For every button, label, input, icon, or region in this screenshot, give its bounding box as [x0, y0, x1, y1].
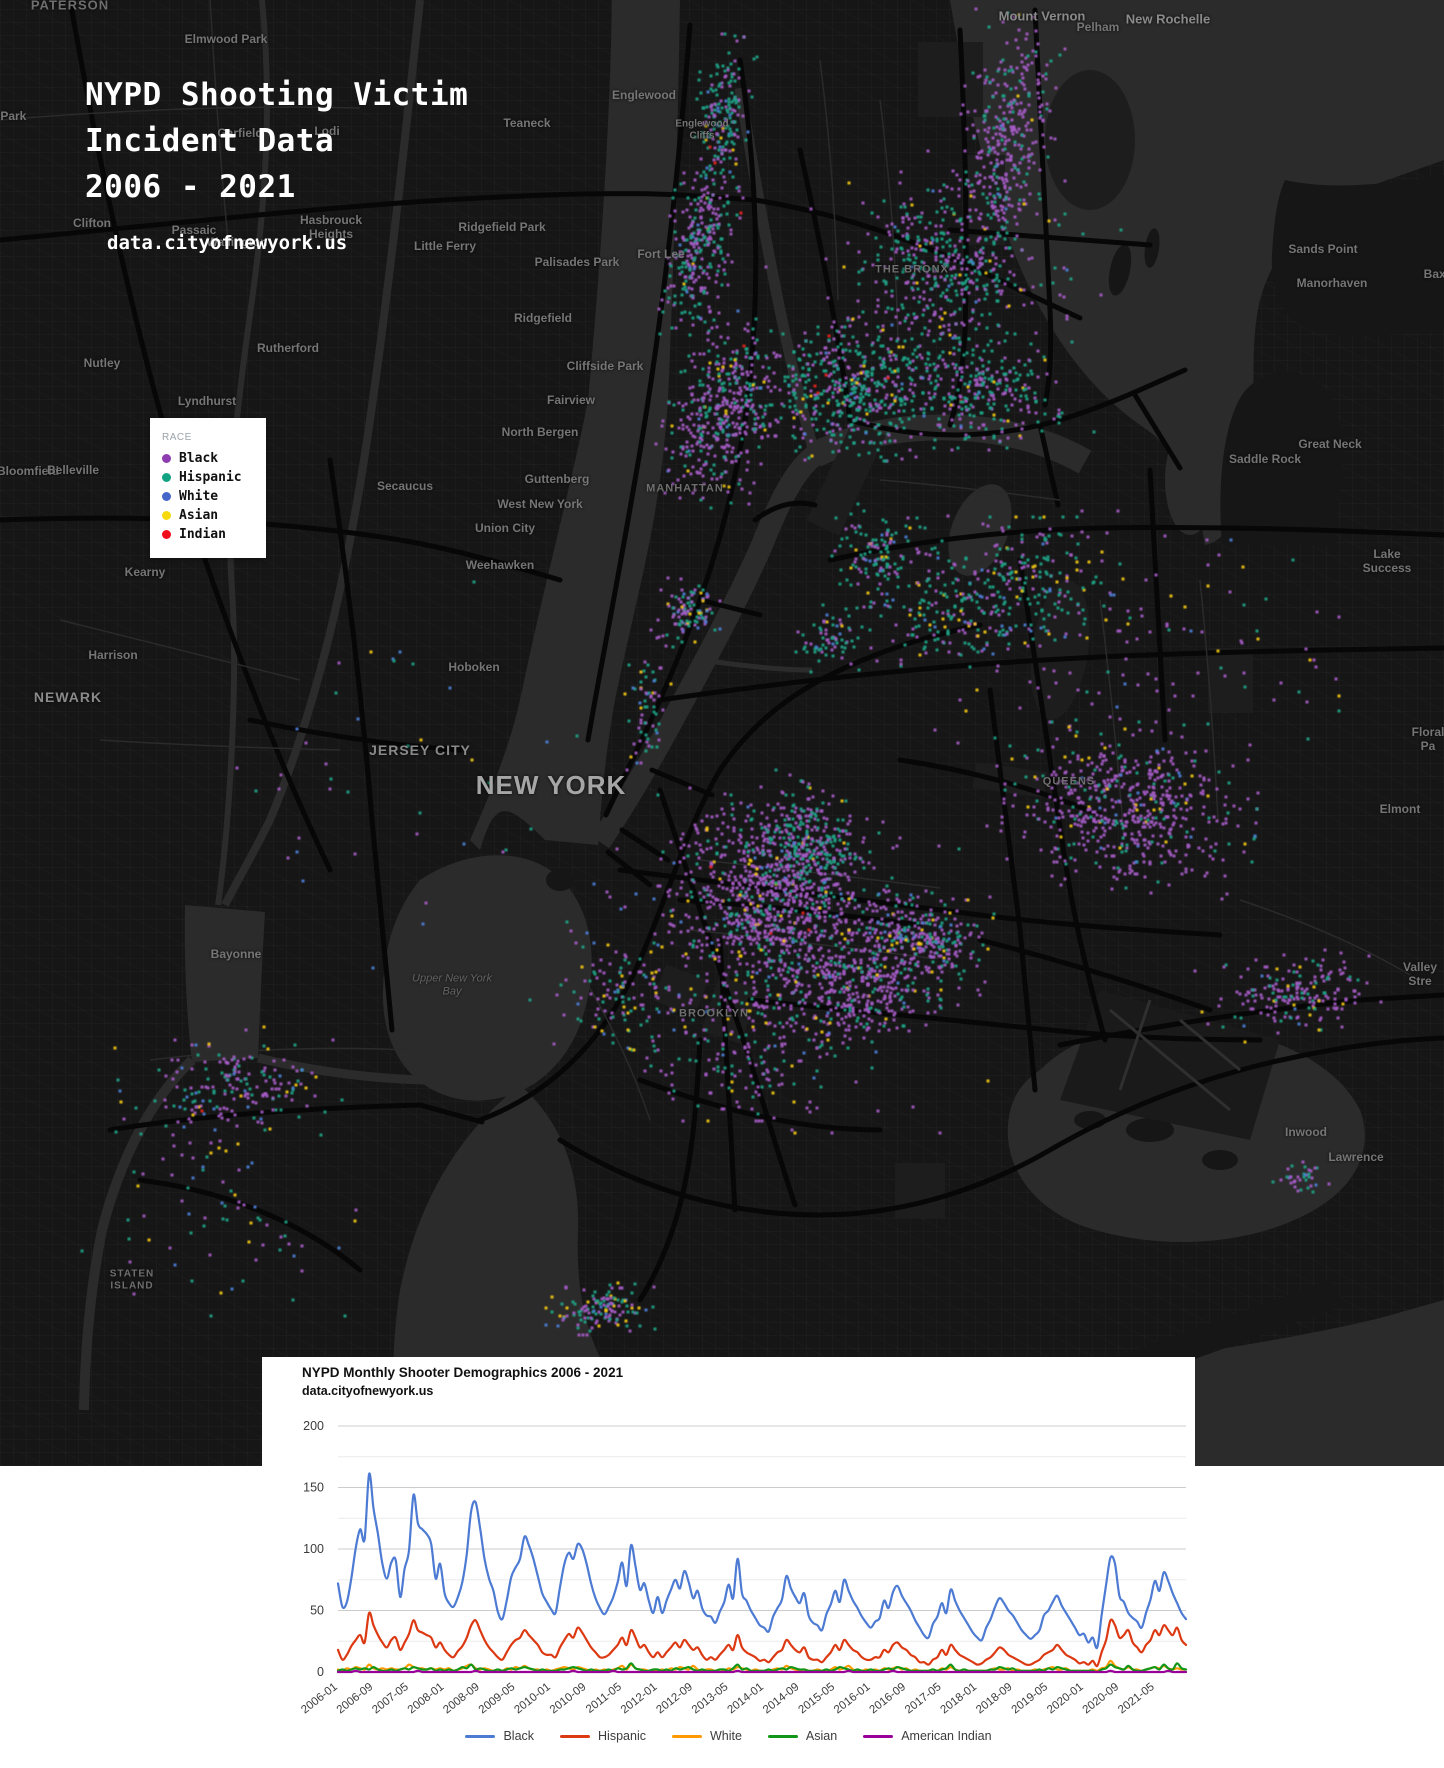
legend-dot-icon: [162, 454, 171, 463]
race-legend: RACE Black Hispanic White Asian Indian: [150, 418, 266, 558]
x-tick-label: 2011-05: [584, 1681, 624, 1716]
series-line-black: [336, 1472, 1188, 1650]
line-swatch-icon: [863, 1734, 894, 1738]
legend-item-label: White: [179, 489, 219, 504]
map-title: NYPD Shooting Victim Incident Data 2006 …: [85, 72, 468, 210]
y-tick-label: 100: [303, 1542, 324, 1556]
x-tick-label: 2010-01: [512, 1681, 553, 1716]
x-tick-label: 2012-01: [619, 1681, 660, 1716]
x-tick-label: 2016-01: [832, 1681, 873, 1716]
map-title-line2: Incident Data: [85, 123, 335, 159]
demographics-line-chart: 0 50 100 150 200 2006-012006-092007-052008-01…: [299, 1419, 1188, 1716]
line-swatch-icon: [465, 1734, 496, 1738]
race-legend-item-indian: Indian: [162, 527, 266, 542]
chart-legend-label: American Indian: [901, 1729, 992, 1743]
y-tick-label: 0: [317, 1665, 324, 1679]
line-swatch-icon: [671, 1734, 702, 1738]
x-tick-label: 2006-09: [335, 1681, 376, 1716]
y-tick-label: 50: [310, 1604, 324, 1618]
chart-legend: Black Hispanic White Asian American Indian: [262, 1729, 1195, 1743]
legend-item-label: Asian: [179, 508, 219, 523]
chart-legend-label: Asian: [805, 1729, 838, 1743]
x-tick-label: 2008-09: [441, 1681, 482, 1716]
map-subtitle: data.cityofnewyork.us: [107, 232, 348, 254]
x-tick-label: 2012-09: [654, 1681, 695, 1716]
x-tick-label: 2010-09: [548, 1681, 589, 1716]
race-legend-item-asian: Asian: [162, 508, 266, 523]
map-title-line3: 2006 - 2021: [85, 169, 296, 205]
map-title-line1: NYPD Shooting Victim: [85, 77, 469, 113]
x-tick-label: 2021-05: [1116, 1681, 1157, 1716]
chart-subtitle: data.cityofnewyork.us: [302, 1384, 434, 1398]
y-tick-label: 200: [303, 1419, 324, 1433]
chart-title: NYPD Monthly Shooter Demographics 2006 -…: [302, 1365, 624, 1380]
legend-dot-icon: [162, 492, 171, 501]
chart-legend-label: Hispanic: [598, 1729, 646, 1743]
chart-legend-item-white: White: [671, 1729, 742, 1743]
chart-legend-item-hispanic: Hispanic: [560, 1729, 646, 1743]
x-tick-label: 2015-05: [796, 1681, 837, 1716]
x-tick-label: 2009-05: [477, 1681, 518, 1716]
y-tick-label: 150: [303, 1481, 324, 1495]
x-tick-label: 2020-09: [1081, 1681, 1122, 1716]
chart-legend-item-american-indian: American Indian: [863, 1729, 992, 1743]
race-legend-items: Black Hispanic White Asian Indian: [162, 451, 266, 542]
legend-dot-icon: [162, 530, 171, 539]
chart-panel: NYPD Monthly Shooter Demographics 2006 -…: [262, 1357, 1195, 1768]
x-tick-label: 2017-05: [903, 1681, 944, 1716]
chart-legend-item-black: Black: [465, 1729, 534, 1743]
series-line-american-indian: [336, 1669, 1188, 1674]
legend-item-label: Black: [179, 451, 219, 466]
x-tick-label: 2019-05: [1010, 1681, 1051, 1716]
chart-legend-label: White: [709, 1729, 742, 1743]
race-legend-title: RACE: [162, 432, 192, 443]
x-tick-label: 2018-01: [939, 1681, 980, 1716]
x-tick-label: 2007-05: [370, 1681, 411, 1716]
legend-dot-icon: [162, 473, 171, 482]
x-tick-label: 2014-01: [725, 1681, 766, 1716]
incident-dots-canvas: [0, 0, 1444, 1466]
legend-item-label: Hispanic: [179, 470, 242, 485]
legend-item-label: Indian: [179, 527, 226, 542]
x-tick-label: 2018-09: [974, 1681, 1015, 1716]
x-tick-label: 2016-09: [867, 1681, 908, 1716]
chart-legend-label: Black: [503, 1729, 535, 1743]
x-tick-label: 2014-09: [761, 1681, 802, 1716]
chart-legend-item-asian: Asian: [767, 1729, 838, 1743]
x-tick-label: 2006-01: [299, 1681, 340, 1716]
race-legend-item-hispanic: Hispanic: [162, 470, 266, 485]
series-line-white: [336, 1659, 1188, 1673]
x-tick-label: 2020-01: [1045, 1681, 1086, 1716]
race-legend-item-white: White: [162, 489, 266, 504]
race-legend-item-black: Black: [162, 451, 266, 466]
line-swatch-icon: [560, 1734, 591, 1738]
x-tick-label: 2008-01: [406, 1681, 447, 1716]
series-line-asian: [336, 1662, 1188, 1674]
line-swatch-icon: [767, 1734, 798, 1738]
series-line-hispanic: [336, 1611, 1188, 1668]
legend-dot-icon: [162, 511, 171, 520]
x-tick-label: 2013-05: [690, 1681, 731, 1716]
